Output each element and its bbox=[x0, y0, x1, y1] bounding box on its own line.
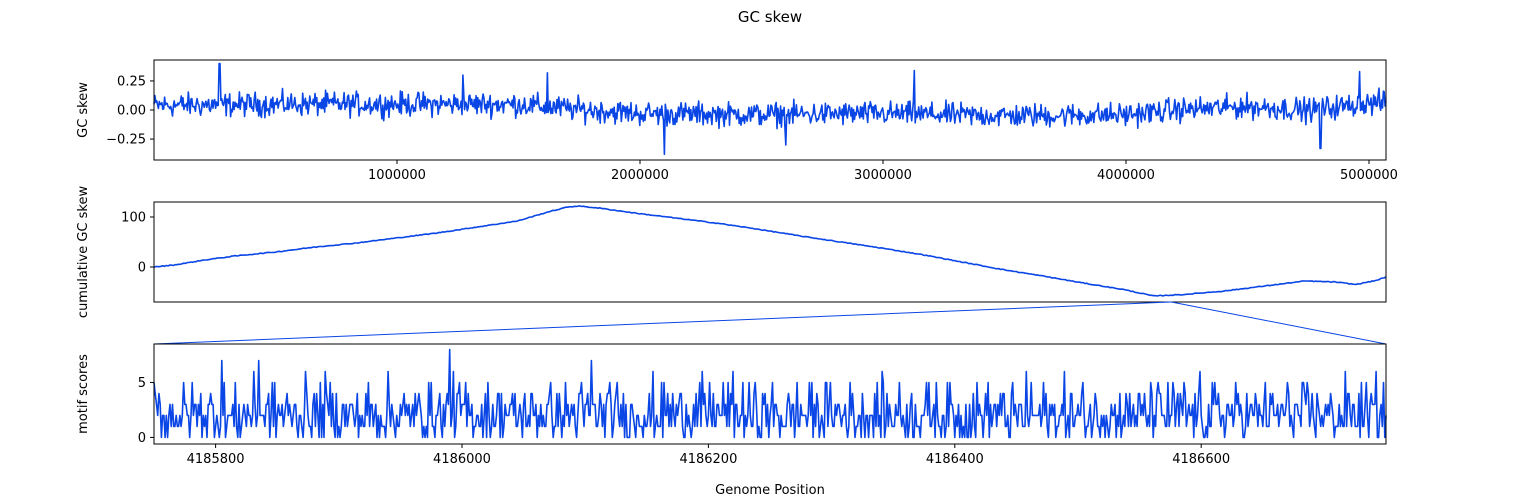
x-tick-label: 1000000 bbox=[368, 168, 426, 183]
gc-skew-series bbox=[153, 62, 1387, 155]
zoom-connector-lines bbox=[153, 301, 1387, 345]
x-tick-label: 5000000 bbox=[1340, 168, 1398, 183]
motif-scores-axes-frame bbox=[153, 343, 1387, 445]
cumulative-gc-skew-ylabel: cumulative GC skew bbox=[76, 186, 91, 319]
motif-scores-y-ticks: 50 bbox=[138, 376, 154, 446]
motif-scores-x-ticks: 4185800 4186000 4186200 4186400 4186600 bbox=[187, 444, 1230, 467]
x-tick-label: 4000000 bbox=[1097, 168, 1155, 183]
zoom-connector-right bbox=[1171, 301, 1387, 345]
y-tick-label: 5 bbox=[138, 376, 146, 391]
x-axis-label: Genome Position bbox=[715, 483, 825, 498]
y-tick-label: 0.25 bbox=[117, 74, 146, 89]
gc-skew-ylabel: GC skew bbox=[76, 82, 91, 138]
motif-scores-ylabel: motif scores bbox=[76, 354, 91, 434]
x-tick-label: 4185800 bbox=[187, 452, 245, 467]
motif-scores-line bbox=[153, 348, 1387, 439]
y-tick-label: 0.00 bbox=[117, 104, 146, 119]
x-tick-label: 3000000 bbox=[854, 168, 912, 183]
y-tick-label: −0.25 bbox=[106, 133, 146, 148]
motif-scores-series bbox=[153, 348, 1387, 439]
y-tick-label: 0 bbox=[138, 431, 146, 446]
gc-skew-x-ticks: 1000000 2000000 3000000 4000000 5000000 bbox=[368, 160, 1398, 183]
x-tick-label: 4186200 bbox=[679, 452, 737, 467]
gc-skew-y-ticks: 0.25 0.00 −0.25 bbox=[106, 74, 154, 148]
x-tick-label: 2000000 bbox=[611, 168, 669, 183]
x-tick-label: 4186600 bbox=[1172, 452, 1230, 467]
gc-skew-line bbox=[153, 62, 1387, 155]
cumulative-gc-skew-line bbox=[153, 205, 1387, 297]
y-tick-label: 0 bbox=[138, 261, 146, 276]
cumulative-gc-skew-y-ticks: 100 0 bbox=[121, 211, 154, 276]
cumulative-gc-skew-axes-frame bbox=[153, 201, 1387, 303]
panel-gc-skew: 0.25 0.00 −0.25 1000000 2000000 3000000 40000… bbox=[76, 59, 1398, 183]
figure-title: GC skew bbox=[738, 8, 802, 26]
y-tick-label: 100 bbox=[121, 211, 146, 226]
panel-motif-scores: 50 4185800 4186000 4186200 4186400 4186600 m… bbox=[76, 343, 1387, 467]
panel-cumulative-gc-skew: 100 0 cumulative GC skew bbox=[76, 186, 1387, 319]
x-tick-label: 4186000 bbox=[433, 452, 491, 467]
x-tick-label: 4186400 bbox=[926, 452, 984, 467]
cumulative-gc-skew-series bbox=[153, 205, 1387, 297]
zoom-connector-left bbox=[153, 301, 1172, 345]
